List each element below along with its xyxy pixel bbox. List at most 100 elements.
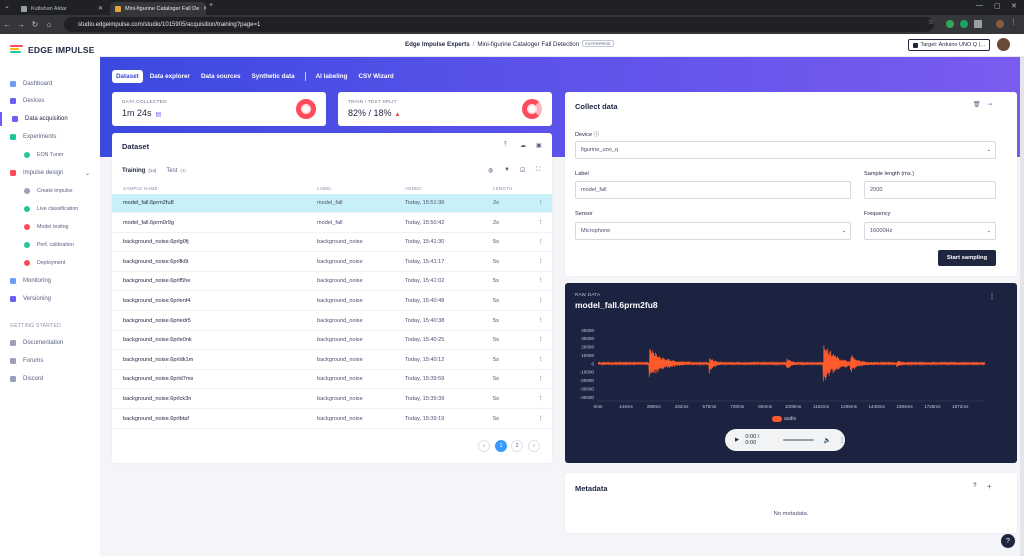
- table-row[interactable]: background_noise.6prlg0fj background_nois…: [112, 233, 552, 253]
- upload-icon[interactable]: ⤒: [504, 142, 507, 148]
- table-row[interactable]: background_noise.6prldk1m background_nois…: [112, 351, 552, 370]
- extension-icon[interactable]: [946, 20, 954, 28]
- table-row[interactable]: background_noise.6prlenf4 background_nois…: [112, 292, 552, 311]
- audio-player[interactable]: ▶ 0:00 / 0:00 🔈 ⋮: [725, 429, 845, 451]
- row-menu-icon[interactable]: ⋮: [538, 200, 544, 206]
- sidebar-item-model-testing[interactable]: Model testing: [0, 220, 100, 234]
- sidebar-item-monitoring[interactable]: Monitoring: [0, 274, 100, 288]
- filter-icon[interactable]: ▼: [504, 167, 510, 173]
- table-row[interactable]: model_fall.6prm0r9g model_fall Today, 15:5…: [112, 214, 552, 233]
- player-menu-icon[interactable]: ⋮: [839, 437, 845, 444]
- warning-icon[interactable]: ▲: [394, 112, 401, 118]
- extensions-puzzle-icon[interactable]: [974, 20, 982, 28]
- camera-icon[interactable]: ◍: [488, 168, 494, 174]
- player-progress-slider[interactable]: [783, 439, 814, 441]
- sidebar-item-eon-tuner[interactable]: EON Tuner: [0, 148, 100, 162]
- add-metadata-icon[interactable]: +: [987, 482, 992, 491]
- chart-legend[interactable]: audio: [772, 416, 796, 422]
- table-row[interactable]: background_noise.6prledr5 background_nois…: [112, 312, 552, 331]
- row-menu-icon[interactable]: ⋮: [538, 396, 544, 402]
- sidebar-item-impulse-design[interactable]: Impulse design ⌄: [0, 166, 100, 180]
- sidebar-link-documentation[interactable]: Documentation: [0, 336, 100, 350]
- row-menu-icon[interactable]: ⋮: [538, 239, 544, 246]
- connect-device-icon[interactable]: ⇢: [987, 102, 993, 108]
- row-menu-icon[interactable]: ⋮: [538, 258, 544, 265]
- row-menu-icon[interactable]: ⋮: [538, 415, 544, 422]
- close-tab-icon[interactable]: ✕: [203, 6, 206, 12]
- col-label[interactable]: LABEL: [317, 186, 333, 191]
- col-sample-name[interactable]: SAMPLE NAME: [123, 186, 158, 191]
- row-menu-icon[interactable]: ⋮: [538, 376, 544, 383]
- tab-data-sources[interactable]: Data sources: [201, 73, 241, 80]
- metadata-help-icon[interactable]: ?: [973, 483, 977, 489]
- sidebar-link-discord[interactable]: Discord: [0, 372, 100, 386]
- tab-csv-wizard[interactable]: CSV Wizard: [358, 73, 394, 80]
- bookmark-star-icon[interactable]: ☆: [928, 19, 935, 26]
- help-circle-icon[interactable]: ⓘ: [593, 132, 600, 138]
- tab-test[interactable]: Test (3): [166, 168, 186, 174]
- minimize-icon[interactable]: —: [976, 2, 983, 9]
- sidebar-item-devices[interactable]: Devices: [0, 94, 100, 108]
- extension-icon[interactable]: [960, 20, 968, 28]
- reload-icon[interactable]: ↻: [31, 20, 39, 29]
- delete-icon[interactable]: 🗑: [973, 102, 981, 108]
- prev-page-button[interactable]: ‹: [478, 440, 490, 452]
- expand-icon[interactable]: ⛶: [536, 167, 541, 173]
- raw-data-menu-icon[interactable]: ⋮: [989, 294, 995, 300]
- home-icon[interactable]: ⌂: [46, 20, 52, 29]
- browser-tab[interactable]: Kutluhan Aktar ✕: [16, 2, 108, 15]
- cloud-upload-icon[interactable]: ☁: [520, 143, 526, 149]
- row-menu-icon[interactable]: ⋮: [538, 356, 544, 363]
- table-row[interactable]: background_noise.6prle0nk background_nois…: [112, 331, 552, 351]
- volume-icon[interactable]: 🔈: [823, 437, 831, 444]
- breadcrumb-project[interactable]: Mini-figurine Cataloger Fall Detection: [477, 41, 580, 48]
- tab-synthetic-data[interactable]: Synthetic data: [251, 73, 295, 80]
- tab-training[interactable]: Training (14): [122, 168, 156, 174]
- back-icon[interactable]: ←: [3, 20, 11, 29]
- col-length[interactable]: LENGTH: [493, 186, 513, 191]
- select-checkbox-icon[interactable]: ☑: [520, 168, 526, 174]
- page-2-button[interactable]: 2: [511, 440, 523, 452]
- new-tab-icon[interactable]: +: [209, 2, 214, 9]
- device-select[interactable]: figurine_uno_q ⌄: [575, 141, 996, 159]
- sidebar-item-live-classification[interactable]: Live classification: [0, 202, 100, 216]
- sidebar-item-versioning[interactable]: Versioning: [0, 292, 100, 306]
- label-input[interactable]: model_fall: [575, 181, 851, 199]
- breadcrumb-org[interactable]: Edge Impulse Experts: [405, 41, 470, 48]
- help-chat-icon[interactable]: ?: [1001, 534, 1015, 548]
- table-row[interactable]: background_noise.6prlck3n background_nois…: [112, 390, 552, 409]
- brand-logo[interactable]: EDGE IMPULSE: [10, 45, 95, 55]
- forward-icon[interactable]: →: [17, 20, 25, 29]
- table-row[interactable]: background_noise.6prld7ms background_nois…: [112, 370, 552, 390]
- tab-search-icon[interactable]: ⌄: [4, 3, 10, 10]
- sensor-select[interactable]: Microphone ⌄: [575, 222, 851, 240]
- close-tab-icon[interactable]: ✕: [97, 6, 103, 12]
- table-row[interactable]: background_noise.6prlfk6t background_nois…: [112, 253, 552, 272]
- row-menu-icon[interactable]: ⋮: [538, 219, 544, 226]
- browser-menu-icon[interactable]: ⋮: [1010, 19, 1017, 26]
- page-scrollbar[interactable]: [1020, 57, 1024, 556]
- row-menu-icon[interactable]: ⋮: [538, 298, 544, 304]
- sidebar-item-create-impulse[interactable]: Create impulse: [0, 184, 100, 198]
- sidebar-item-deployment[interactable]: Deployment: [0, 256, 100, 270]
- sidebar-item-dashboard[interactable]: Dashboard: [0, 77, 100, 91]
- export-icon[interactable]: ▣: [536, 143, 542, 149]
- sidebar-item-perf-calibration[interactable]: Perf. calibration: [0, 238, 100, 252]
- maximize-icon[interactable]: ▢: [994, 3, 1001, 10]
- frequency-select[interactable]: 16000Hz ⌄: [864, 222, 996, 240]
- tab-dataset[interactable]: Dataset: [112, 70, 143, 83]
- sidebar-item-experiments[interactable]: Experiments: [0, 130, 100, 144]
- close-window-icon[interactable]: ✕: [1011, 3, 1017, 10]
- browser-tab-active[interactable]: Mini-figurine Cataloger Fall De ✕: [110, 2, 206, 15]
- row-menu-icon[interactable]: ⋮: [538, 317, 544, 324]
- target-device-button[interactable]: Target: Arduino UNO Q (...: [907, 39, 990, 51]
- table-row[interactable]: background_noise.6prlf5he background_nois…: [112, 272, 552, 292]
- start-sampling-button[interactable]: Start sampling: [938, 250, 996, 266]
- sidebar-item-data-acquisition[interactable]: Data acquisition: [0, 112, 100, 126]
- url-field[interactable]: studio.edgeimpulse.com/studio/1015905/ac…: [64, 17, 934, 32]
- row-menu-icon[interactable]: ⋮: [538, 278, 544, 285]
- sidebar-link-forums[interactable]: Forums: [0, 354, 100, 368]
- next-page-button[interactable]: ›: [528, 440, 540, 452]
- col-added[interactable]: ADDED: [405, 186, 422, 191]
- play-icon[interactable]: ▶: [735, 437, 740, 443]
